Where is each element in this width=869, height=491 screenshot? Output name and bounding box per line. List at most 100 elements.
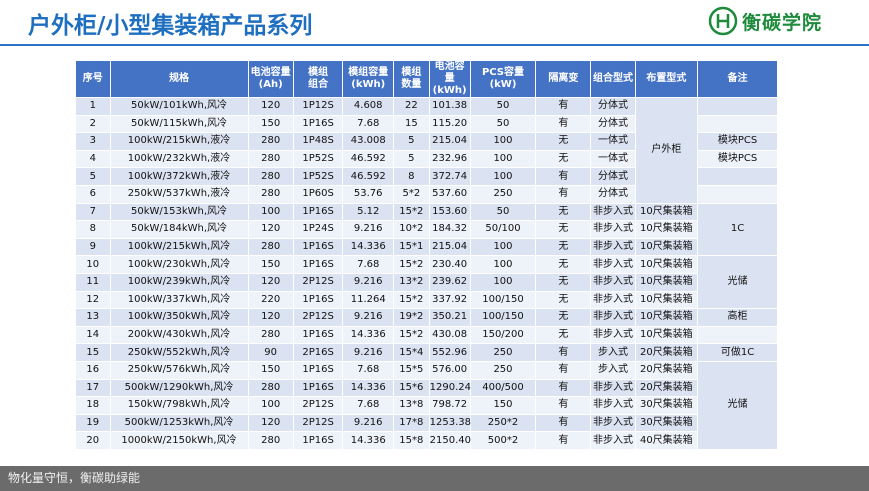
cell: 非步入式 [590,237,636,257]
cell: 非步入式 [590,413,636,433]
cell: 50 [469,202,537,222]
cell: 280 [247,132,294,151]
cell: 无 [535,325,592,345]
cell: 1P60S [292,184,344,204]
cell: 步入式 [590,360,636,380]
cell: 20 [75,431,111,450]
footer: 物化量守恒，衡碳助绿能 [0,466,869,491]
cell: 250 [469,360,537,380]
cell: 250 [469,184,537,204]
cell: 3 [75,132,111,151]
cell: 13 [75,308,111,327]
cell: 9.216 [342,220,395,239]
cell: 18 [75,396,111,415]
cell: 无 [535,237,592,257]
cell: 17*8 [393,413,430,433]
cell: 7 [75,202,111,222]
cell: 非步入式 [590,396,636,415]
table-row: 13 100kW/350kWh,风冷 120 2P12S 9.216 19*2 350.21… [75,308,778,327]
cell: 非步入式 [590,378,636,398]
cell: 46.592 [342,149,395,169]
cell: 1P16S [292,114,344,134]
header-cell: 电池容量 (Ah) [247,60,294,98]
cell: 无 [535,255,592,274]
cell: 30尺集装箱 [634,413,699,433]
cell: 1P16S [292,202,344,222]
cell: 光储 [697,255,778,310]
cell: 2P12S [292,413,344,433]
cell: 280 [247,184,294,204]
cell: 16 [75,360,111,380]
table-row: 15 250kW/552kWh,风冷 90 2P16S 9.216 15*4 552.96 2… [75,343,778,362]
cell: 15 [393,114,430,134]
table-row: 11 100kW/239kWh,风冷 120 2P12S 9.216 13*2 239.62… [75,272,778,292]
cell: 100kW/350kWh,风冷 [109,308,249,327]
cell: 15*6 [393,378,430,398]
cell: 500kW/1253kWh,风冷 [109,413,249,433]
cell: 1P16S [292,360,344,380]
cell: 有 [535,431,592,450]
cell: 分体式 [590,114,636,134]
cell: 250 [469,343,537,362]
cell: 模块PCS [697,149,778,169]
cell: 10 [75,255,111,274]
cell: 无 [535,202,592,222]
cell: 100 [469,167,537,186]
cell: 9.216 [342,308,395,327]
cell: 2P16S [292,343,344,362]
cell: 9.216 [342,413,395,433]
cell: 150 [247,360,294,380]
cell: 有 [535,378,592,398]
cell: 200kW/430kWh,风冷 [109,325,249,345]
logo-icon [708,6,738,36]
table-row: 17 500kW/1290kWh,风冷 280 1P16S 14.336 15*6 1290… [75,378,778,398]
cell: 150kW/798kWh,风冷 [109,396,249,415]
cell: 280 [247,325,294,345]
cell: 50kW/115kWh,风冷 [109,114,249,134]
cell: 53.76 [342,184,395,204]
cell: 280 [247,167,294,186]
cell: 100kW/230kWh,风冷 [109,255,249,274]
cell: 7.68 [342,396,395,415]
cell: 337.92 [428,290,471,310]
cell: 1P16S [292,237,344,257]
cell: 4.608 [342,97,395,116]
cell: 9 [75,237,111,257]
table-row: 5 100kW/372kWh,液冷 280 1P52S 46.592 8 372.74 100… [75,167,778,186]
cell: 1 [75,97,111,116]
cell: 15*2 [393,290,430,310]
cell: 500*2 [469,431,537,450]
cell: 100/150 [469,290,537,310]
cell: 15*2 [393,202,430,222]
header-cell: 组合型式 [590,60,636,98]
cell: 100 [469,272,537,292]
cell: 150/200 [469,325,537,345]
table-row: 8 50kW/184kWh,风冷 120 1P24S 9.216 10*2 184.32 50… [75,220,778,239]
cell: 230.40 [428,255,471,274]
header-cell: 模组 组合 [292,60,344,98]
cell: 50 [469,97,537,116]
cell: 15 [75,343,111,362]
cell: 13*8 [393,396,430,415]
cell: 一体式 [590,132,636,151]
cell: 2150.40 [428,431,471,450]
cell: 13*2 [393,272,430,292]
cell: 光储 [697,360,778,450]
cell: 2P12S [292,272,344,292]
cell: 10尺集装箱 [634,272,699,292]
cell: 100 [469,132,537,151]
header-cell: 备注 [697,60,778,98]
cell: 101.38 [428,97,471,116]
table-row: 9 100kW/215kWh,风冷 280 1P16S 14.336 15*1 215.04… [75,237,778,257]
cell: 非步入式 [590,202,636,222]
title: 户外柜/小型集装箱产品系列 [28,13,313,39]
cell: 非步入式 [590,290,636,310]
cell: 10尺集装箱 [634,220,699,239]
cell [697,167,778,186]
cell: 150 [247,255,294,274]
cell: 1P16S [292,255,344,274]
cell: 10尺集装箱 [634,237,699,257]
cell: 14.336 [342,325,395,345]
cell: 120 [247,272,294,292]
